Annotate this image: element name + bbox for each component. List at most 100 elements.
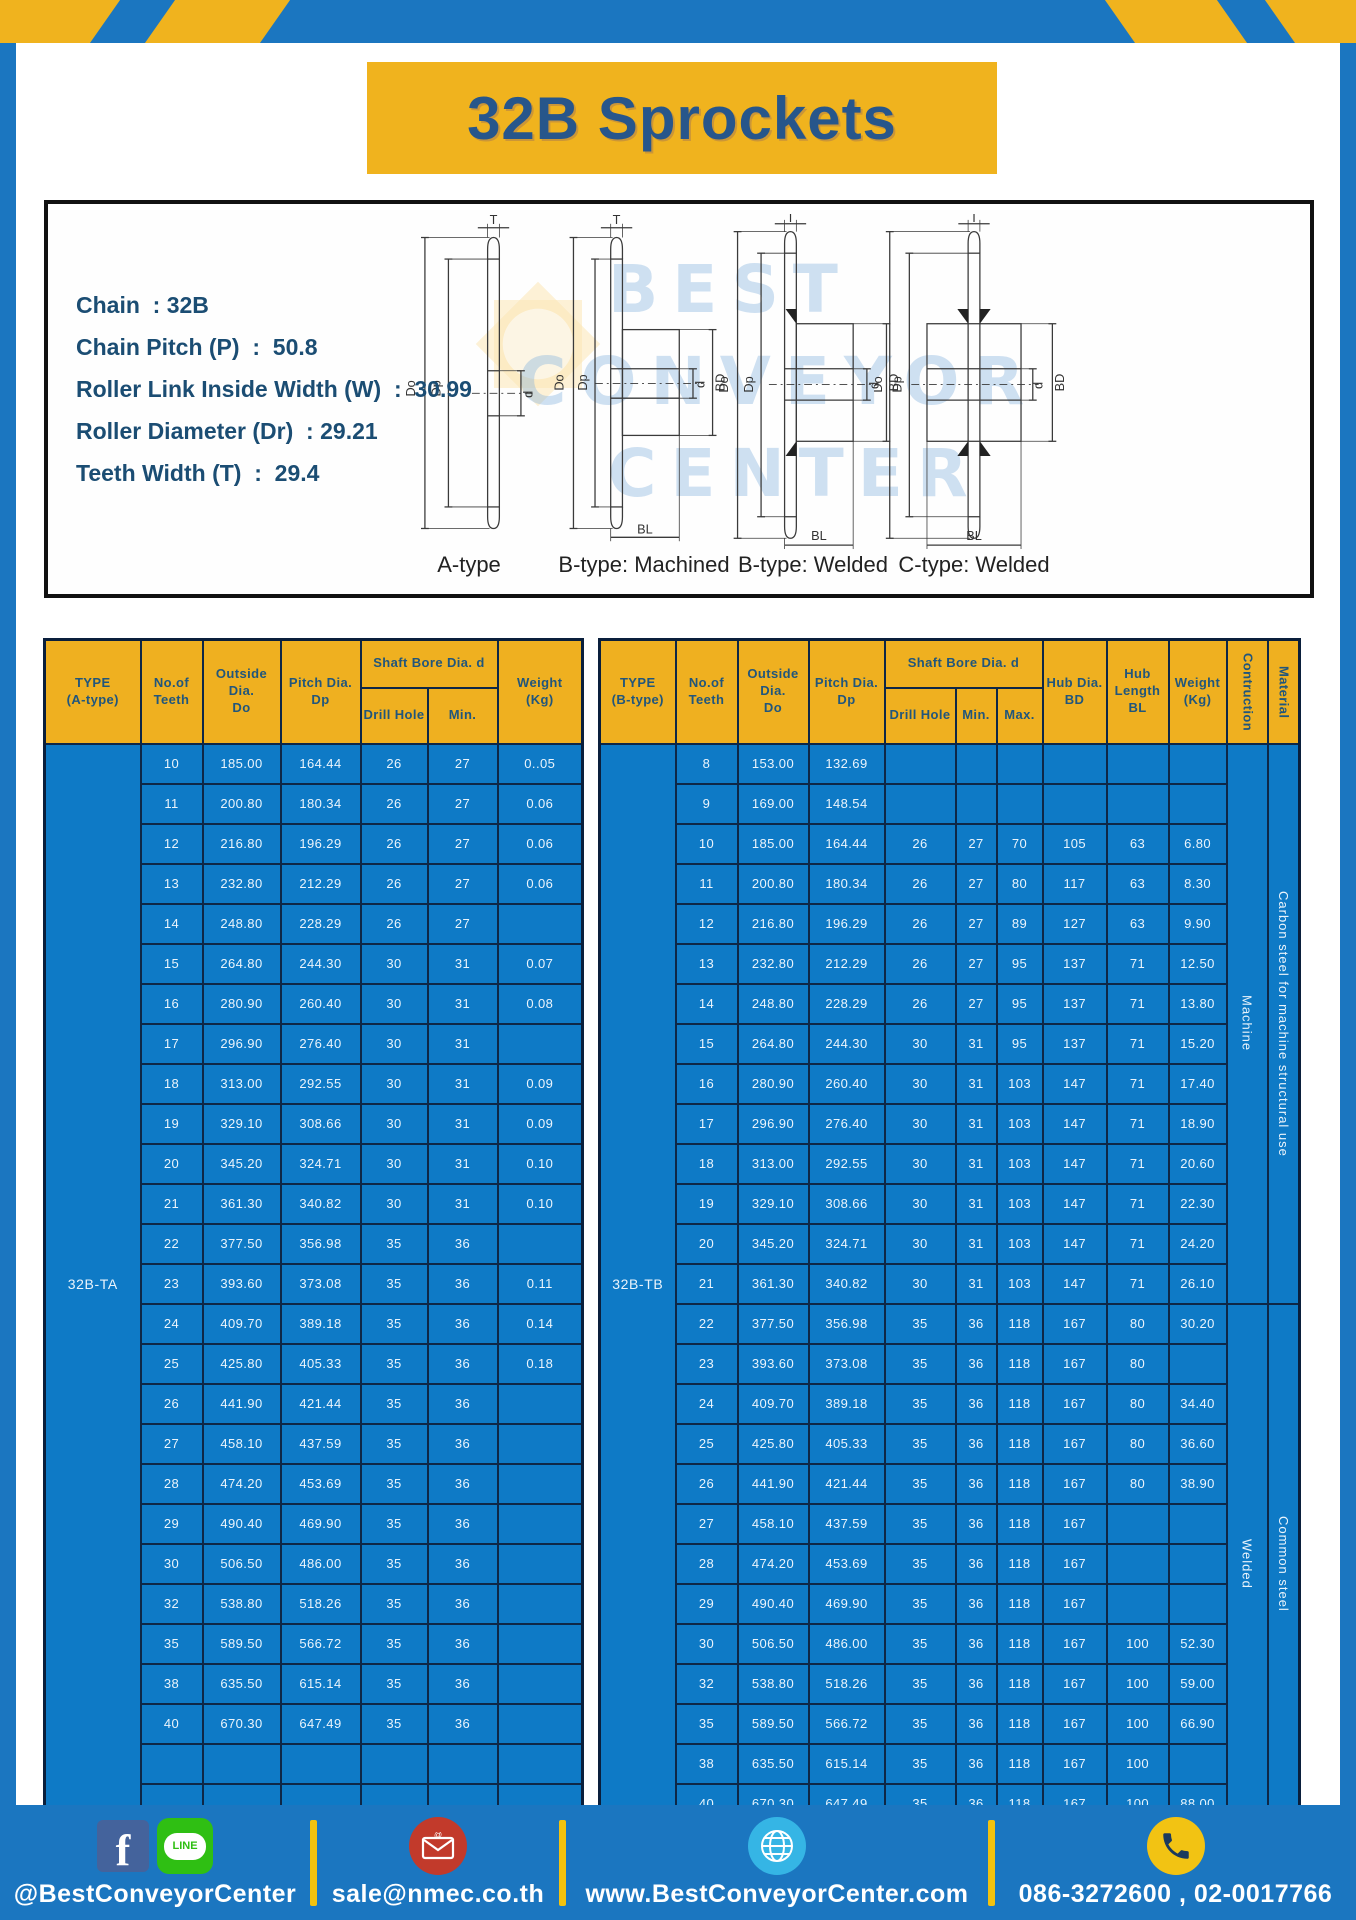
table-cell: 100 [1105, 1702, 1170, 1745]
table-cell [995, 742, 1044, 785]
table-cell: 36 [954, 1742, 998, 1785]
table-cell: 153.00 [736, 742, 810, 785]
table-cell: 26 [359, 822, 429, 865]
table-cell: 30 [359, 1022, 429, 1065]
table-cell: 506.50 [736, 1622, 810, 1665]
table-cell: 324.71 [279, 1142, 362, 1185]
table-cell: 36 [426, 1462, 499, 1505]
table-cell: 36 [954, 1502, 998, 1545]
table-cell: 80 [1105, 1422, 1170, 1465]
table-cell: 118 [995, 1462, 1044, 1505]
table-cell: 36 [426, 1262, 499, 1305]
table-cell: 38 [674, 1742, 739, 1785]
table-cell: 248.80 [201, 902, 282, 945]
table-cell: 36 [954, 1382, 998, 1425]
table-cell: 167 [1041, 1542, 1108, 1585]
table-cell: 389.18 [807, 1382, 886, 1425]
table-cell: 329.10 [201, 1102, 282, 1145]
table-row: 35 589.50 566.72 35 36 118 167 100 66.90 [600, 1702, 1300, 1745]
table-cell: 36 [954, 1662, 998, 1705]
table-cell: 118 [995, 1622, 1044, 1665]
col-type: TYPE (A-type) [43, 638, 142, 745]
table-row: 27 458.10 437.59 35 36 [45, 1422, 584, 1465]
footer-contact-bar: f LINE @BestConveyorCenter @ sale@nmec.c… [0, 1805, 1356, 1920]
table-cell: 59.00 [1167, 1662, 1228, 1705]
table-cell: 27 [426, 862, 499, 905]
table-cell: 409.70 [736, 1382, 810, 1425]
table-row: 16 280.90 260.40 30 31 103 147 71 17.40 [600, 1062, 1300, 1105]
table-cell: 30 [139, 1542, 204, 1585]
table-cell: 32 [674, 1662, 739, 1705]
table-cell: 0.10 [496, 1182, 584, 1225]
table-cell: 13.80 [1167, 982, 1228, 1025]
dim-bd: BD [712, 374, 727, 392]
table-cell: 103 [995, 1062, 1044, 1105]
table-cell: 393.60 [201, 1262, 282, 1305]
table-cell: 340.82 [807, 1262, 886, 1305]
table-cell: 0.06 [496, 822, 584, 865]
table-cell: 21 [674, 1262, 739, 1305]
table-cell: 185.00 [201, 742, 282, 785]
table-cell: 356.98 [807, 1302, 886, 1345]
table-cell: 28 [139, 1462, 204, 1505]
table-cell [1167, 782, 1228, 825]
table-cell: 11 [139, 782, 204, 825]
col-drill-hole: Drill Hole [883, 686, 957, 745]
table-cell: 18.90 [1167, 1102, 1228, 1145]
table-cell: 345.20 [736, 1222, 810, 1265]
table-cell: 71 [1105, 982, 1170, 1025]
table-cell: 103 [995, 1102, 1044, 1145]
table-cell: 20.60 [1167, 1142, 1228, 1185]
table-cell [1167, 1502, 1228, 1545]
table-cell: 118 [995, 1502, 1044, 1545]
b-type-spec-table: TYPE (B-type) No.of Teeth Outside Dia. D… [598, 638, 1302, 1826]
table-cell: Welded [1225, 1302, 1269, 1825]
table-cell: 36 [426, 1702, 499, 1745]
table-row: 29 490.40 469.90 35 36 118 167 [600, 1582, 1300, 1625]
table-cell: 32B-TA [43, 742, 142, 1825]
table-a-body: 32B-TA 10 185.00 164.44 26 27 0..05 11 200.80 180… [43, 742, 584, 1825]
table-cell: 35 [883, 1702, 957, 1745]
table-cell: 169.00 [736, 782, 810, 825]
table-cell: 30 [359, 1182, 429, 1225]
table-cell: 31 [954, 1182, 998, 1225]
table-cell: 103 [995, 1182, 1044, 1225]
table-cell: 31 [426, 1022, 499, 1065]
table-cell: 103 [995, 1142, 1044, 1185]
table-cell: 0.14 [496, 1302, 584, 1345]
b-type-machined-diagram: T Do Dp d BD BL [554, 214, 727, 542]
table-cell: 36 [426, 1662, 499, 1705]
table-cell: 36 [426, 1582, 499, 1625]
table-cell: 27 [954, 902, 998, 945]
table-cell: 167 [1041, 1662, 1108, 1705]
table-cell: 27 [426, 822, 499, 865]
table-cell: 212.29 [279, 862, 362, 905]
table-cell: 228.29 [807, 982, 886, 1025]
col-weight: Weight (Kg) [1167, 638, 1228, 745]
table-cell: 490.40 [736, 1582, 810, 1625]
table-cell [1041, 742, 1108, 785]
table-cell: 474.20 [201, 1462, 282, 1505]
dim-bl: BL [637, 521, 653, 536]
table-row [45, 1742, 584, 1785]
table-cell: 35 [359, 1662, 429, 1705]
table-cell: 441.90 [201, 1382, 282, 1425]
table-cell: 16 [674, 1062, 739, 1105]
decor-stripe [1264, 0, 1356, 43]
table-cell: 9.90 [1167, 902, 1228, 945]
table-cell: 36 [954, 1582, 998, 1625]
table-cell: 292.55 [279, 1062, 362, 1105]
table-cell [496, 1702, 584, 1745]
table-cell: 308.66 [279, 1102, 362, 1145]
table-cell: 538.80 [201, 1582, 282, 1625]
table-cell: 31 [426, 1142, 499, 1185]
a-type-diagram: T Do Dp d [403, 214, 536, 530]
table-row: 15 264.80 244.30 30 31 0.07 [45, 942, 584, 985]
dim-d: d [521, 391, 536, 398]
table-cell: 147 [1041, 1102, 1108, 1145]
table-cell: 31 [954, 1142, 998, 1185]
col-outside-dia: Outside Dia. Do [736, 638, 810, 745]
dim-d: d [693, 381, 708, 388]
table-cell [426, 1742, 499, 1785]
col-pitch-dia: Pitch Dia. Dp [807, 638, 886, 745]
